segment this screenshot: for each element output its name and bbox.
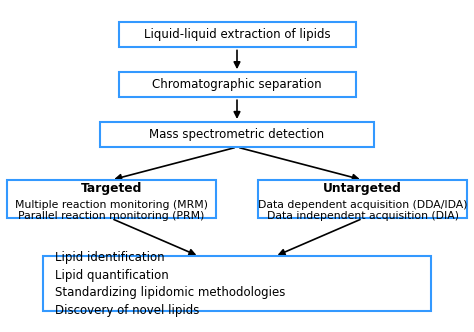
FancyBboxPatch shape [7,180,216,218]
Text: Multiple reaction monitoring (MRM): Multiple reaction monitoring (MRM) [15,200,208,210]
Text: Chromatographic separation: Chromatographic separation [152,78,322,91]
Text: Parallel reaction monitoring (PRM): Parallel reaction monitoring (PRM) [18,211,205,221]
Text: Lipid identification
Lipid quantification
Standardizing lipidomic methodologies
: Lipid identification Lipid quantificatio… [55,251,285,317]
Text: Mass spectrometric detection: Mass spectrometric detection [149,128,325,141]
Text: Targeted: Targeted [81,182,142,195]
Text: Liquid-liquid extraction of lipids: Liquid-liquid extraction of lipids [144,28,330,42]
Text: Data independent acquisition (DIA): Data independent acquisition (DIA) [266,211,459,221]
FancyBboxPatch shape [118,72,356,97]
FancyBboxPatch shape [258,180,467,218]
FancyBboxPatch shape [100,122,374,147]
FancyBboxPatch shape [43,256,431,311]
Text: Data dependent acquisition (DDA/IDA): Data dependent acquisition (DDA/IDA) [258,200,467,210]
FancyBboxPatch shape [118,23,356,47]
Text: Untargeted: Untargeted [323,182,402,195]
